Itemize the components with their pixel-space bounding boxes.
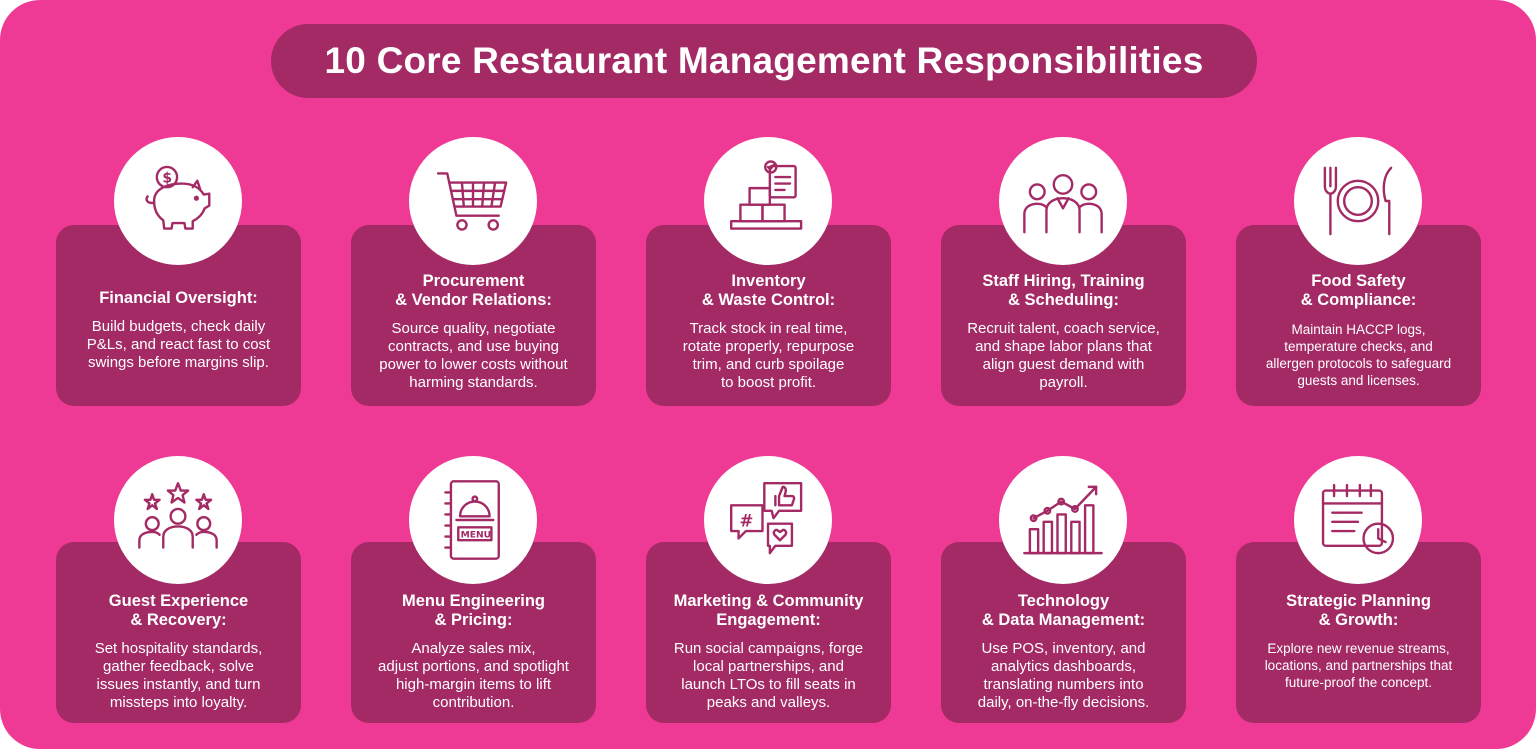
guest-rating-icon <box>114 456 242 584</box>
svg-text:$: $ <box>162 171 172 187</box>
inventory-boxes-icon <box>704 137 832 265</box>
card-food-safety: Food Safety & Compliance: Maintain HACCP… <box>1236 225 1481 406</box>
card-title: Guest Experience & Recovery: <box>108 592 249 629</box>
card-description: Build budgets, check daily P&Ls, and rea… <box>86 318 271 371</box>
social-chat-icon: # <box>704 456 832 584</box>
card-description: Run social campaigns, forge local partne… <box>673 640 864 711</box>
card-title: Staff Hiring, Training & Scheduling: <box>982 272 1145 309</box>
growth-chart-icon <box>999 456 1127 584</box>
card-description: Set hospitality standards, gather feedba… <box>94 640 263 711</box>
card-title: Marketing & Community Engagement: <box>673 592 864 629</box>
calendar-clock-icon <box>1294 456 1422 584</box>
card-title: Strategic Planning & Growth: <box>1286 592 1431 629</box>
fork-plate-knife-icon <box>1294 137 1422 265</box>
card-description: Analyze sales mix, adjust portions, and … <box>378 640 569 711</box>
card-description: Use POS, inventory, and analytics dashbo… <box>977 640 1150 711</box>
card-title: Food Safety & Compliance: <box>1300 272 1417 309</box>
card-title: Inventory & Waste Control: <box>701 272 836 309</box>
card-description: Recruit talent, coach service, and shape… <box>967 320 1160 391</box>
card-title: Financial Oversight: <box>99 289 258 307</box>
menu-icon-label: MENU <box>461 529 492 540</box>
card-description: Track stock in real time, rotate properl… <box>682 320 855 391</box>
card-staff: Staff Hiring, Training & Scheduling: Rec… <box>941 225 1186 406</box>
card-description: Maintain HACCP logs, temperature checks,… <box>1265 322 1452 388</box>
staff-team-icon <box>999 137 1127 265</box>
shopping-cart-icon <box>409 137 537 265</box>
card-title: Menu Engineering & Pricing: <box>401 592 545 629</box>
hashtag-icon-label: # <box>739 511 753 530</box>
card-title: Technology & Data Management: <box>981 592 1146 629</box>
page-title: 10 Core Restaurant Management Responsibi… <box>271 24 1257 98</box>
card-title: Procurement & Vendor Relations: <box>395 272 552 309</box>
menu-book-icon: MENU <box>409 456 537 584</box>
card-description: Source quality, negotiate contracts, and… <box>379 320 568 391</box>
card-description: Explore new revenue streams, locations, … <box>1264 641 1453 690</box>
piggy-bank-icon: $ <box>114 137 242 265</box>
